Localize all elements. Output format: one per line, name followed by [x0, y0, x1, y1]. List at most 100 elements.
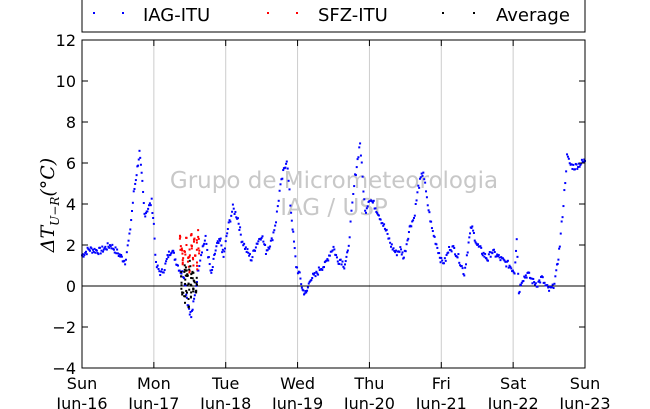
- watermark-line-1: Grupo de Micrometeorologia: [170, 168, 498, 194]
- data-point: [129, 228, 132, 231]
- data-point: [197, 237, 200, 240]
- data-point: [362, 190, 365, 193]
- data-point: [496, 253, 499, 256]
- data-point: [211, 268, 214, 271]
- data-point: [361, 175, 364, 178]
- data-point: [335, 254, 338, 257]
- data-point: [226, 232, 229, 235]
- data-point: [182, 257, 185, 260]
- data-point: [285, 162, 288, 165]
- data-point: [284, 166, 287, 169]
- data-point: [346, 251, 349, 254]
- data-point: [134, 182, 137, 185]
- data-point: [314, 275, 317, 278]
- data-point: [276, 205, 279, 208]
- data-point: [427, 209, 430, 212]
- y-axis-label: ΔTU−R(°C): [37, 158, 62, 253]
- data-point: [547, 286, 550, 289]
- data-point: [287, 179, 290, 182]
- y-tick-label: 12: [56, 31, 76, 50]
- data-point: [152, 222, 155, 225]
- data-point: [350, 209, 353, 212]
- data-point: [179, 235, 182, 238]
- data-point: [484, 252, 487, 255]
- data-point: [201, 251, 204, 254]
- data-point: [92, 250, 95, 253]
- data-point: [202, 244, 205, 247]
- data-point: [576, 167, 579, 170]
- data-point: [435, 243, 438, 246]
- data-point: [257, 240, 260, 243]
- data-point: [306, 286, 309, 289]
- data-point: [183, 264, 186, 267]
- data-point: [118, 253, 121, 256]
- data-point: [191, 277, 194, 280]
- data-point: [452, 245, 455, 248]
- data-point: [321, 268, 324, 271]
- data-point: [181, 249, 184, 252]
- data-point: [248, 254, 251, 257]
- data-point: [185, 289, 188, 292]
- data-point: [406, 239, 409, 242]
- data-point: [509, 265, 512, 268]
- x-tick-label-day: Sun: [570, 374, 600, 393]
- data-point: [344, 260, 347, 263]
- data-point: [554, 275, 557, 278]
- data-point: [186, 260, 189, 263]
- data-point: [273, 229, 276, 232]
- data-point: [172, 251, 175, 254]
- data-point: [407, 237, 410, 240]
- data-point: [187, 298, 190, 301]
- data-point: [347, 244, 350, 247]
- data-point: [274, 224, 277, 227]
- data-point: [188, 288, 191, 291]
- data-point: [486, 259, 489, 262]
- data-point: [306, 289, 309, 292]
- data-point: [172, 249, 175, 252]
- data-point: [364, 211, 367, 214]
- data-point: [134, 179, 137, 182]
- data-point: [232, 207, 235, 210]
- data-point: [135, 174, 138, 177]
- x-tick-label-date: Jun-17: [127, 394, 179, 409]
- data-point: [555, 269, 558, 272]
- data-point: [379, 218, 382, 221]
- data-point: [125, 251, 128, 254]
- data-point: [126, 244, 129, 247]
- data-point: [153, 237, 156, 240]
- data-point: [505, 265, 508, 268]
- data-point: [513, 272, 516, 275]
- data-point: [187, 306, 190, 309]
- data-point: [300, 283, 303, 286]
- data-point: [431, 230, 434, 233]
- data-point: [195, 289, 198, 292]
- data-point: [548, 289, 551, 292]
- data-point: [515, 238, 518, 241]
- data-point: [292, 230, 295, 233]
- x-tick-label-date: Jun-22: [487, 394, 539, 409]
- legend-label: Average: [496, 5, 570, 26]
- data-point: [179, 245, 182, 248]
- data-point: [561, 216, 564, 219]
- data-point: [185, 236, 188, 239]
- data-point: [423, 178, 426, 181]
- data-point: [296, 266, 299, 269]
- data-point: [580, 158, 583, 161]
- data-point: [290, 211, 293, 214]
- data-point: [310, 279, 313, 282]
- data-point: [557, 258, 560, 261]
- data-point: [193, 297, 196, 300]
- legend-marker: [122, 12, 124, 14]
- data-point: [577, 166, 580, 169]
- data-point: [343, 267, 346, 270]
- data-point: [128, 232, 131, 235]
- data-point: [187, 265, 190, 268]
- data-point: [198, 252, 201, 255]
- data-point: [465, 254, 468, 257]
- data-point: [191, 256, 194, 259]
- data-point: [359, 142, 362, 145]
- data-point: [110, 247, 113, 250]
- data-point: [516, 255, 519, 258]
- data-point: [328, 254, 331, 257]
- data-point: [152, 216, 155, 219]
